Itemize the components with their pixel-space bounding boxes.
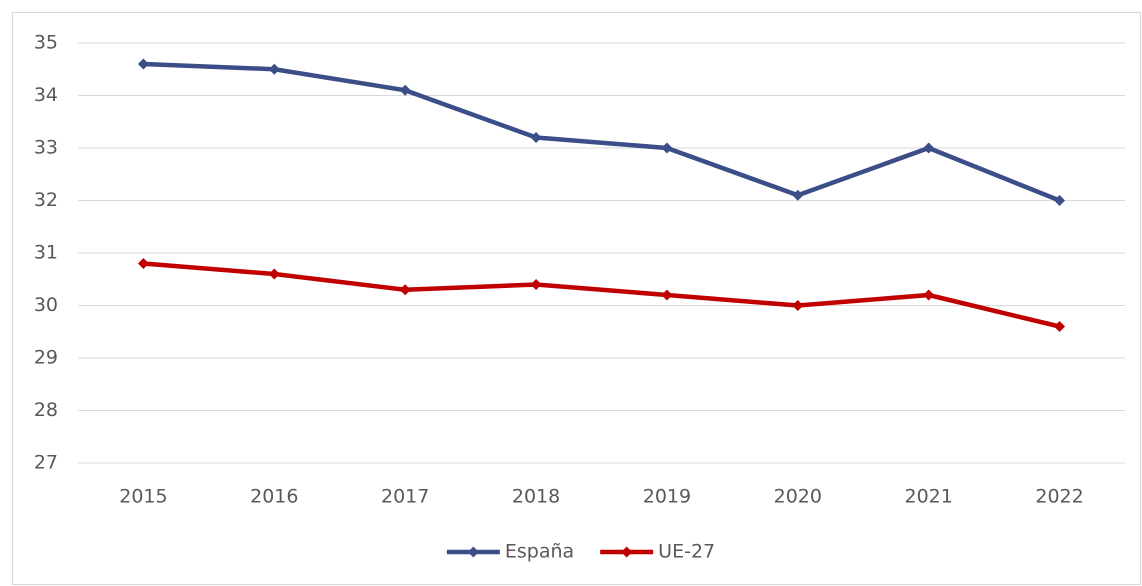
marker [399, 284, 411, 296]
series-line [143, 261, 1061, 329]
marker [268, 268, 280, 280]
marker [1054, 195, 1066, 206]
y-tick-label: 34 [34, 84, 58, 106]
y-tick-label: 33 [34, 137, 58, 159]
y-tick-label: 31 [34, 242, 58, 264]
x-tick-label: 2021 [905, 486, 953, 508]
x-tick-label: 2015 [119, 486, 167, 508]
legend-item: España [446, 541, 574, 563]
marker [1054, 321, 1066, 332]
legend-marker [467, 546, 479, 558]
chart-border [12, 12, 1141, 585]
series-line [143, 61, 1061, 203]
marker [399, 84, 411, 96]
x-tick-label: 2017 [381, 486, 429, 508]
y-tick-label: 28 [34, 399, 58, 421]
marker [530, 279, 542, 290]
marker [792, 189, 804, 201]
y-tick-label: 32 [34, 189, 58, 211]
marker [661, 289, 673, 301]
marker [792, 300, 804, 311]
marker [137, 258, 149, 269]
y-tick-label: 30 [34, 294, 58, 316]
x-tick-label: 2019 [643, 486, 691, 508]
marker [530, 132, 542, 143]
marker [661, 142, 673, 154]
legend-label: UE-27 [658, 541, 715, 563]
x-tick-label: 2016 [250, 486, 298, 508]
y-tick-label: 27 [34, 452, 58, 474]
x-tick-label: 2020 [774, 486, 822, 508]
legend-marker [621, 546, 633, 558]
legend-label: España [505, 541, 574, 563]
x-tick-label: 2022 [1035, 486, 1083, 508]
marker [137, 58, 149, 70]
y-tick-label: 29 [34, 347, 58, 369]
x-tick-label: 2018 [512, 486, 560, 508]
y-tick-label: 35 [34, 32, 58, 54]
marker [923, 142, 935, 154]
marker [923, 289, 935, 301]
marker [268, 63, 280, 75]
legend-item: UE-27 [600, 541, 715, 563]
